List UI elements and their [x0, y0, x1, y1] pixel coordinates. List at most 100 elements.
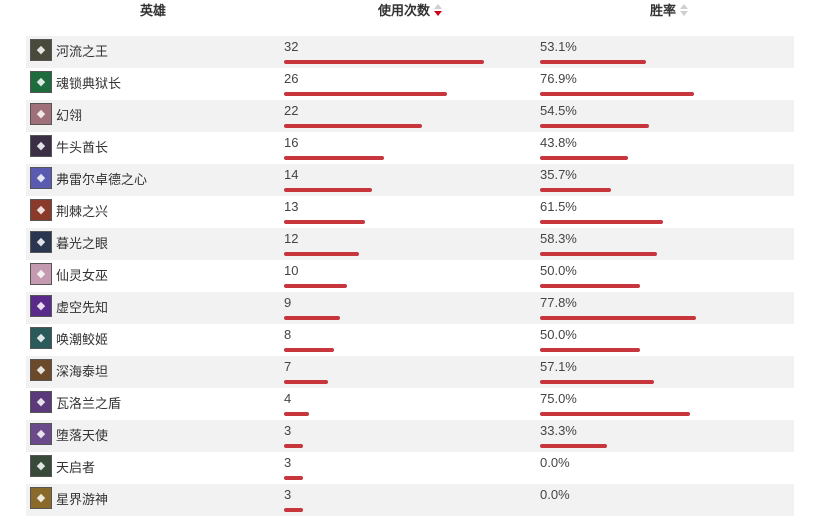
hero-name[interactable]: 河流之王 [56, 44, 109, 59]
uses-bar [284, 476, 303, 480]
table-row[interactable]: ◆ 天启者 3 0.0% [26, 452, 794, 484]
table-row[interactable]: ◆ 星界游神 3 0.0% [26, 484, 794, 516]
winrate-bar [540, 220, 663, 224]
hero-avatar-glyph: ◆ [36, 300, 46, 312]
hero-avatar-glyph: ◆ [36, 204, 46, 216]
uses-value: 3 [284, 487, 292, 502]
table-row[interactable]: ◆ 唤潮鲛姬 8 50.0% [26, 324, 794, 356]
hero-avatar-glyph: ◆ [36, 332, 46, 344]
table-header: 英雄 使用次数 胜率 [0, 0, 813, 24]
uses-bar [284, 316, 340, 320]
winrate-value: 77.8% [540, 295, 577, 310]
uses-bar [284, 188, 372, 192]
void-prophet-icon[interactable]: ◆ [30, 295, 52, 317]
table-row[interactable]: ◆ 牛头酋长 16 43.8% [26, 132, 794, 164]
winrate-bar [540, 380, 654, 384]
uses-value: 8 [284, 327, 292, 342]
uses-value: 12 [284, 231, 299, 246]
winrate-bar [540, 188, 611, 192]
hero-avatar-glyph: ◆ [36, 44, 46, 56]
hero-avatar-glyph: ◆ [36, 396, 46, 408]
hero-name[interactable]: 唤潮鲛姬 [56, 332, 109, 347]
table-row[interactable]: ◆ 河流之王 32 53.1% [26, 36, 794, 68]
column-header-uses-label[interactable]: 使用次数 [378, 3, 431, 18]
uses-bar [284, 284, 347, 288]
hero-name[interactable]: 魂锁典狱长 [56, 76, 122, 91]
uses-bar [284, 380, 328, 384]
winrate-value: 33.3% [540, 423, 577, 438]
fairy-witch-icon[interactable]: ◆ [30, 263, 52, 285]
uses-value: 14 [284, 167, 299, 182]
uses-bar [284, 252, 359, 256]
hero-name[interactable]: 幻翎 [56, 108, 83, 123]
fallen-angel-icon[interactable]: ◆ [30, 423, 52, 445]
minotaur-icon[interactable]: ◆ [30, 135, 52, 157]
hero-name[interactable]: 深海泰坦 [56, 364, 109, 379]
hero-name[interactable]: 暮光之眼 [56, 236, 109, 251]
hero-name[interactable]: 堕落天使 [56, 428, 109, 443]
column-header-uses[interactable]: 使用次数 [378, 2, 443, 22]
hero-avatar-glyph: ◆ [36, 364, 46, 376]
starchild-icon[interactable]: ◆ [30, 455, 52, 477]
uses-value: 22 [284, 103, 299, 118]
winrate-bar [540, 412, 690, 416]
table-row[interactable]: ◆ 暮光之眼 12 58.3% [26, 228, 794, 260]
titan-icon[interactable]: ◆ [30, 359, 52, 381]
frost-heart-icon[interactable]: ◆ [30, 167, 52, 189]
table-row[interactable]: ◆ 虚空先知 9 77.8% [26, 292, 794, 324]
winrate-bar [540, 92, 694, 96]
uses-value: 4 [284, 391, 292, 406]
table-row[interactable]: ◆ 荆棘之兴 13 61.5% [26, 196, 794, 228]
winrate-bar [540, 284, 640, 288]
twilight-eye-icon[interactable]: ◆ [30, 231, 52, 253]
hero-name[interactable]: 瓦洛兰之盾 [56, 396, 122, 411]
table-row[interactable]: ◆ 魂锁典狱长 26 76.9% [26, 68, 794, 100]
table-row[interactable]: ◆ 仙灵女巫 10 50.0% [26, 260, 794, 292]
hero-name[interactable]: 虚空先知 [56, 300, 109, 315]
winrate-bar [540, 444, 607, 448]
winrate-value: 61.5% [540, 199, 577, 214]
hero-avatar-glyph: ◆ [36, 236, 46, 248]
uses-value: 3 [284, 455, 292, 470]
winrate-value: 54.5% [540, 103, 577, 118]
hero-avatar-glyph: ◆ [36, 108, 46, 120]
winrate-value: 57.1% [540, 359, 577, 374]
chain-warden-icon[interactable]: ◆ [30, 71, 52, 93]
hero-name[interactable]: 牛头酋长 [56, 140, 109, 155]
tide-siren-icon[interactable]: ◆ [30, 327, 52, 349]
hero-name[interactable]: 星界游神 [56, 492, 109, 507]
shield-icon[interactable]: ◆ [30, 391, 52, 413]
winrate-value: 43.8% [540, 135, 577, 150]
river-king-icon[interactable]: ◆ [30, 39, 52, 61]
winrate-bar [540, 348, 640, 352]
column-header-winrate-label[interactable]: 胜率 [650, 3, 677, 18]
hero-name[interactable]: 弗雷尔卓德之心 [56, 172, 148, 187]
table-row[interactable]: ◆ 幻翎 22 54.5% [26, 100, 794, 132]
winrate-value: 0.0% [540, 455, 570, 470]
hero-name[interactable]: 荆棘之兴 [56, 204, 109, 219]
table-row[interactable]: ◆ 瓦洛兰之盾 4 75.0% [26, 388, 794, 420]
winrate-value: 75.0% [540, 391, 577, 406]
column-header-hero: 英雄 [140, 2, 166, 22]
column-header-winrate[interactable]: 胜率 [650, 2, 689, 22]
hero-name[interactable]: 天启者 [56, 460, 96, 475]
cosmic-icon[interactable]: ◆ [30, 487, 52, 509]
uses-value: 26 [284, 71, 299, 86]
uses-value: 7 [284, 359, 292, 374]
uses-bar [284, 412, 309, 416]
hero-name[interactable]: 仙灵女巫 [56, 268, 109, 283]
table-row[interactable]: ◆ 堕落天使 3 33.3% [26, 420, 794, 452]
uses-bar [284, 124, 422, 128]
winrate-bar [540, 316, 696, 320]
uses-bar [284, 92, 447, 96]
winrate-value: 76.9% [540, 71, 577, 86]
table-row[interactable]: ◆ 弗雷尔卓德之心 14 35.7% [26, 164, 794, 196]
uses-value: 10 [284, 263, 299, 278]
uses-bar [284, 156, 384, 160]
table-row[interactable]: ◆ 深海泰坦 7 57.1% [26, 356, 794, 388]
sort-icon[interactable] [680, 4, 689, 16]
feather-icon[interactable]: ◆ [30, 103, 52, 125]
thorn-icon[interactable]: ◆ [30, 199, 52, 221]
uses-bar [284, 220, 365, 224]
sort-desc-icon[interactable] [434, 4, 443, 16]
